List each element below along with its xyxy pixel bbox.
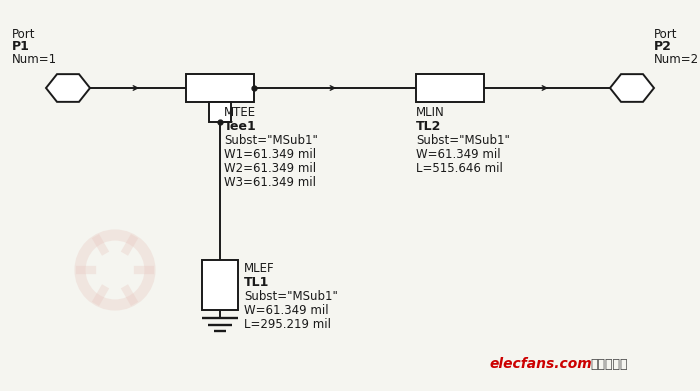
Bar: [202, 260, 238, 310]
Text: L=515.646 mil: L=515.646 mil: [416, 162, 503, 175]
Text: W=61.349 mil: W=61.349 mil: [416, 148, 500, 161]
Bar: [209, 102, 231, 122]
Text: P2: P2: [654, 40, 672, 53]
Text: Num=2: Num=2: [654, 53, 699, 66]
Text: TL1: TL1: [244, 276, 270, 289]
Text: Num=1: Num=1: [12, 53, 57, 66]
Text: 电子发烧友: 电子发烧友: [590, 358, 627, 371]
Text: Port: Port: [12, 28, 36, 41]
Text: W2=61.349 mil: W2=61.349 mil: [224, 162, 316, 175]
Text: TL2: TL2: [416, 120, 442, 133]
Text: P1: P1: [12, 40, 30, 53]
Text: Subst="MSub1": Subst="MSub1": [244, 290, 338, 303]
Polygon shape: [610, 74, 654, 102]
Text: W3=61.349 mil: W3=61.349 mil: [224, 176, 316, 189]
Text: Subst="MSub1": Subst="MSub1": [224, 134, 318, 147]
Text: W1=61.349 mil: W1=61.349 mil: [224, 148, 316, 161]
Text: Port: Port: [654, 28, 678, 41]
Bar: [186, 74, 254, 102]
Text: L=295.219 mil: L=295.219 mil: [244, 318, 331, 331]
Bar: [416, 74, 484, 102]
Text: MLIN: MLIN: [416, 106, 444, 119]
Text: Tee1: Tee1: [224, 120, 257, 133]
Polygon shape: [46, 74, 90, 102]
Text: MTEE: MTEE: [224, 106, 256, 119]
Text: elecfans.com: elecfans.com: [490, 357, 593, 371]
Text: W=61.349 mil: W=61.349 mil: [244, 304, 328, 317]
Text: MLEF: MLEF: [244, 262, 274, 275]
Text: Subst="MSub1": Subst="MSub1": [416, 134, 510, 147]
